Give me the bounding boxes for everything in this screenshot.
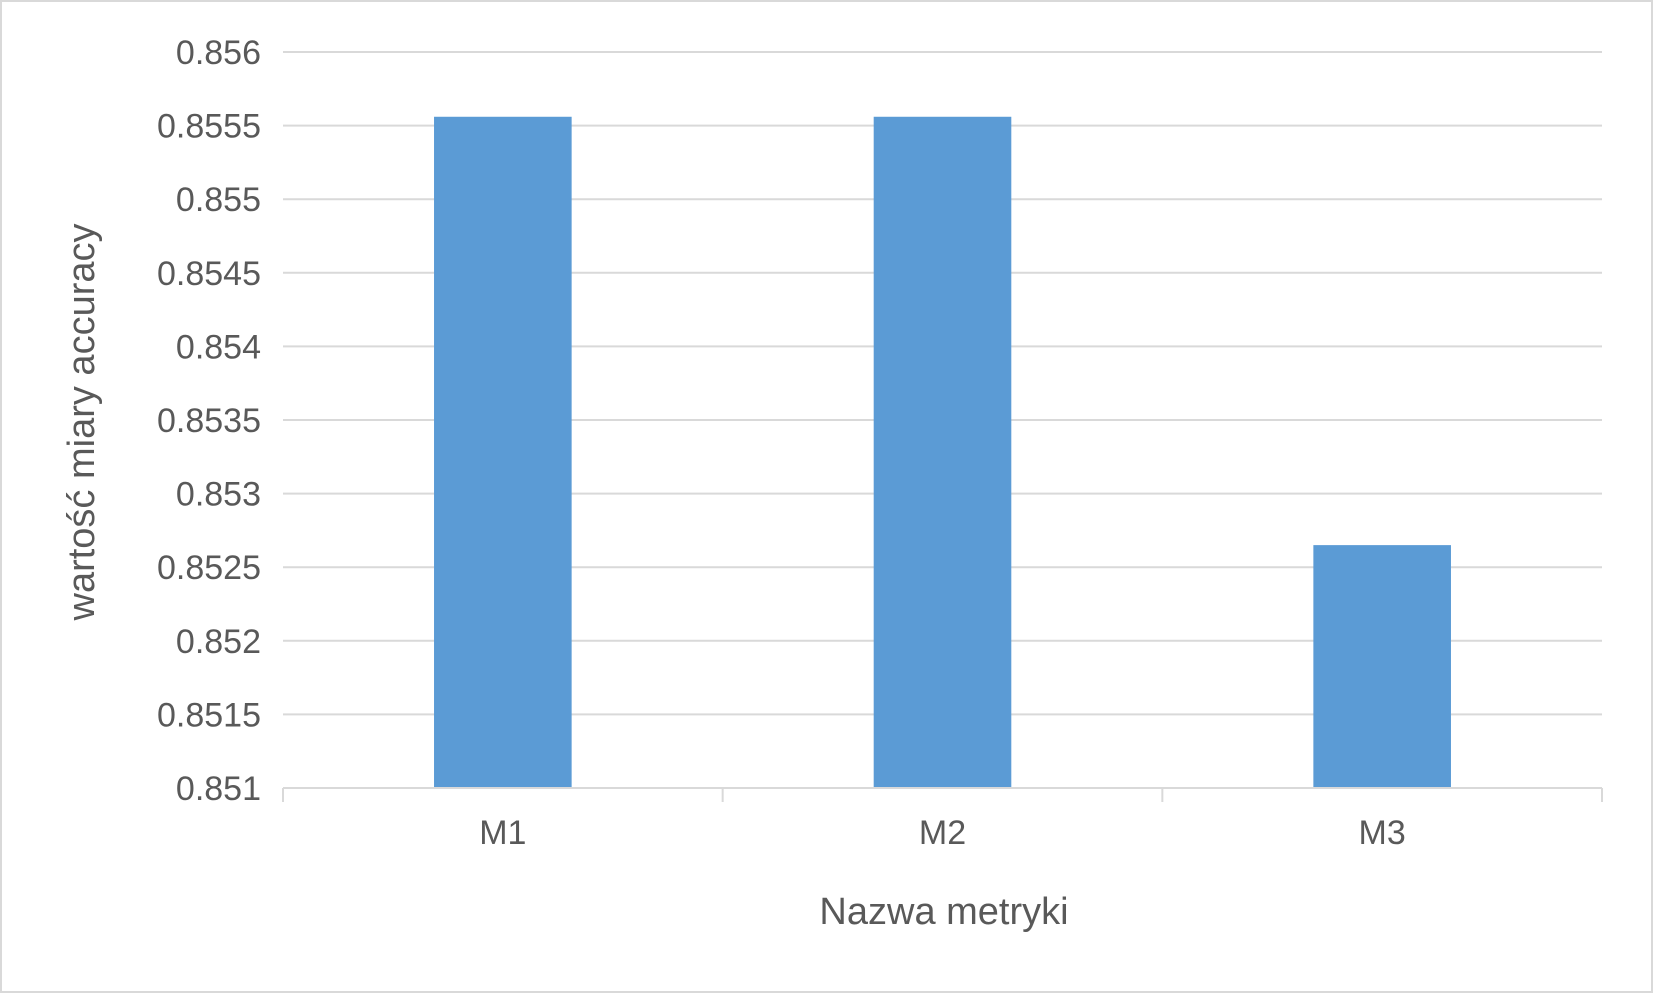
- y-tick-label: 0.8555: [157, 108, 261, 146]
- y-tick-label: 0.855: [176, 181, 261, 219]
- x-tick-label: M2: [919, 814, 966, 852]
- y-tick-label: 0.8545: [157, 255, 261, 293]
- x-axis: [282, 787, 1603, 802]
- y-axis-title: wartość miary accuracy: [61, 224, 103, 622]
- x-tick-label: M3: [1359, 814, 1406, 852]
- y-tick-label: 0.853: [176, 476, 261, 514]
- bars: [434, 116, 1451, 788]
- y-tick-labels: 0.851 0.8515 0.852 0.8525 0.853 0.8535 0.854 0.…: [157, 34, 261, 808]
- bar-m1: [434, 116, 572, 788]
- y-tick-label: 0.851: [176, 770, 261, 808]
- x-axis-title: Nazwa metryki: [819, 891, 1068, 933]
- bar-m2: [873, 116, 1012, 788]
- y-tick-label: 0.854: [176, 328, 261, 366]
- y-tick-label: 0.8525: [157, 549, 261, 587]
- bar-m3: [1313, 545, 1451, 788]
- y-tick-label: 0.8535: [157, 402, 261, 440]
- x-tick-labels: M1 M2 M3: [479, 814, 1406, 852]
- y-tick-label: 0.8515: [157, 696, 261, 734]
- y-tick-label: 0.856: [176, 34, 261, 72]
- y-tick-label: 0.852: [176, 623, 261, 661]
- x-tick-label: M1: [479, 814, 526, 852]
